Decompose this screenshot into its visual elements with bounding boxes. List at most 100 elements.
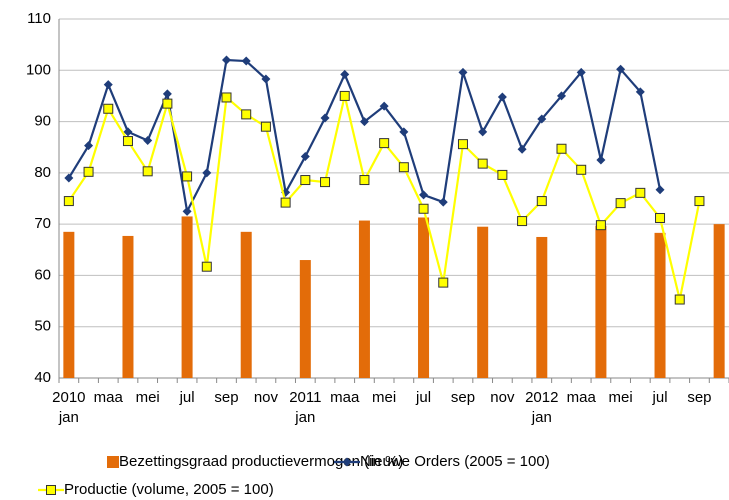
point [162,89,172,99]
point [182,171,193,182]
legend-label: Productie (volume, 2005 = 100) [64,481,274,498]
bar [477,226,489,378]
y-tick-label: 110 [27,10,51,27]
point [340,69,350,79]
point [694,196,705,207]
x-tick-label: jul [652,389,668,406]
x-tick-label: mei [372,389,396,406]
point [182,206,192,216]
point [497,92,507,102]
y-tick-label: 100 [26,61,51,78]
point [320,177,331,188]
bar [122,235,134,378]
y-tick-label: 40 [34,369,51,386]
point [320,113,330,123]
point [64,173,74,183]
point [280,197,291,208]
x-tick-label: nov [490,389,515,406]
bar [358,220,370,378]
y-tick-label: 50 [34,318,51,335]
point [222,55,231,65]
point [616,64,626,74]
y-tick-label: 70 [34,215,51,232]
point [517,216,528,227]
point [537,114,547,124]
x-tick-label: jan [531,409,552,426]
point [359,175,370,186]
point [536,196,547,207]
x-tick-label: jul [415,389,431,406]
point [359,117,369,127]
x-year-label: 2012 [525,389,558,406]
point [418,203,429,214]
x-tick-label: nov [254,389,279,406]
x-tick-label: mei [136,389,160,406]
point [143,136,153,146]
point [103,80,113,90]
point [497,169,508,180]
point [84,141,94,151]
point [674,294,685,305]
point [122,136,133,147]
point [261,74,271,84]
bar [536,236,548,378]
y-tick-label: 60 [34,266,51,283]
point [576,67,586,77]
point [260,121,271,132]
bar [713,224,725,378]
point [595,220,606,231]
point [123,127,133,137]
y-tick-label: 90 [34,113,51,130]
point [438,277,449,288]
point [103,103,114,114]
x-tick-label: maa [330,389,360,406]
x-tick-label: mei [609,389,633,406]
point [556,143,567,154]
point [477,158,488,169]
legend-marker [46,485,56,495]
point [241,56,251,66]
x-tick-label: sep [214,389,238,406]
x-tick-label: sep [451,389,475,406]
point [379,101,389,111]
point [300,151,310,161]
y-tick-label: 80 [34,164,51,181]
bar [181,216,193,378]
point [63,196,74,207]
point [142,166,153,177]
bar [418,217,430,378]
x-year-label: 2010 [52,389,85,406]
point [241,109,252,120]
bar [595,225,607,378]
point [221,92,232,103]
x-tick-label: jan [294,409,315,426]
point [615,198,626,209]
point [300,175,311,186]
x-tick-label: maa [567,389,597,406]
bar [240,231,252,378]
point [379,138,390,149]
legend-label: Nieuwe Orders (2005 = 100) [360,453,550,470]
point [419,190,429,200]
legend-marker [342,457,352,467]
point [655,212,666,223]
point [438,197,448,207]
point [557,91,566,101]
point [202,168,212,178]
point [83,166,94,177]
bar [299,260,311,378]
x-year-label: 2011 [289,389,321,406]
point [635,187,646,198]
point [576,164,587,175]
point [517,144,527,154]
bar [63,231,75,378]
legend-label: Bezettingsgraad productievermogen (in %) [119,453,403,470]
point [457,139,468,150]
point [339,90,350,101]
point [162,98,173,109]
point [399,127,409,137]
x-tick-label: jan [58,409,79,426]
x-tick-label: sep [687,389,711,406]
point [655,185,665,195]
point [635,87,645,97]
